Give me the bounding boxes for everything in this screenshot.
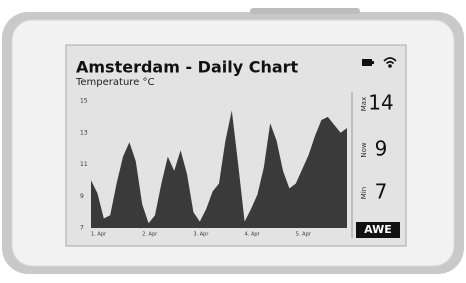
max-value: 14: [368, 91, 393, 115]
max-label: Max: [360, 97, 368, 111]
y-tick-label: 9: [80, 193, 84, 200]
x-tick-label: 1. Apr: [91, 232, 107, 238]
min-value: 7: [375, 180, 388, 204]
now-label: Now: [360, 142, 368, 158]
x-tick-label: 4. Apr: [245, 232, 261, 238]
x-tick-label: 2. Apr: [142, 232, 158, 238]
x-tick-label: 5. Apr: [296, 232, 312, 238]
y-tick-label: 15: [80, 98, 88, 105]
now-value: 9: [375, 137, 388, 161]
logo: AWE: [364, 223, 392, 236]
device: Amsterdam - Daily Chart Temperature °C M…: [0, 0, 466, 279]
min-label: Min: [360, 187, 368, 199]
y-tick-label: 7: [80, 225, 84, 232]
buttons: [250, 8, 360, 14]
y-tick-label: 11: [80, 161, 88, 168]
y-tick-label: 13: [80, 129, 88, 136]
x-tick-label: 3. Apr: [193, 232, 209, 238]
chart-title: Amsterdam - Daily Chart: [76, 58, 299, 77]
chart-subtitle: Temperature °C: [75, 77, 155, 88]
